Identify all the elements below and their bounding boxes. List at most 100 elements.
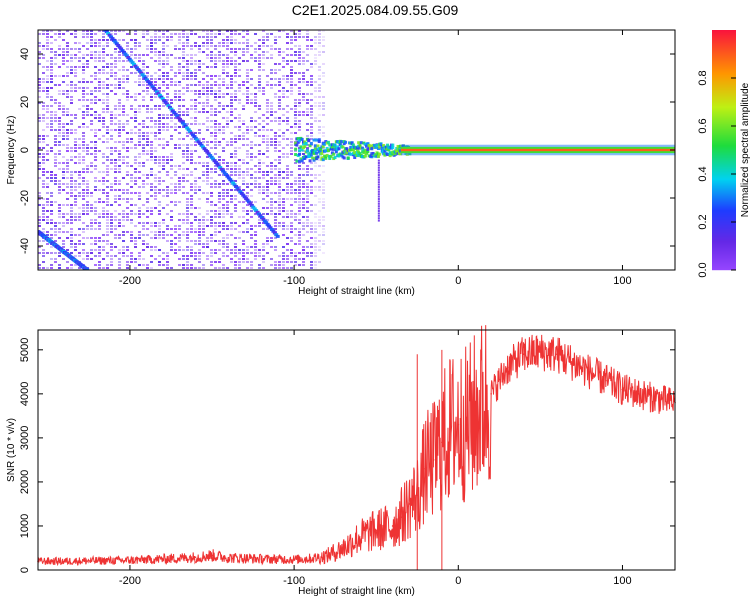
colorbar-segment xyxy=(712,201,736,203)
heatmap-noise-cell xyxy=(310,111,313,113)
heatmap-noise-cell xyxy=(186,111,189,113)
heatmap-noise-cell xyxy=(234,72,237,74)
heatmap-noise-cell xyxy=(286,90,289,92)
snr-point xyxy=(96,559,98,562)
colorbar-segment xyxy=(712,45,736,47)
heatmap-noise-cell xyxy=(222,81,225,83)
heatmap-noise-cell xyxy=(254,177,257,179)
heatmap-noise-cell xyxy=(310,168,313,170)
heatmap-noise-cell xyxy=(178,99,181,101)
heatmap-noise-cell xyxy=(282,198,285,200)
heatmap-noise-cell xyxy=(158,192,161,194)
heatmap-noise-cell xyxy=(122,198,125,200)
heatmap-noise-cell xyxy=(118,114,121,116)
heatmap-diagonal-cell xyxy=(144,78,149,82)
heatmap-noise-cell xyxy=(78,81,81,83)
heatmap-noise-cell xyxy=(198,228,201,230)
heatmap-noise-cell xyxy=(138,138,141,140)
colorbar-segment xyxy=(712,70,736,72)
heatmap-noise-cell xyxy=(62,57,65,59)
heatmap-noise-cell xyxy=(314,117,317,119)
heatmap-noise-cell xyxy=(242,162,245,164)
heatmap-noise-cell xyxy=(290,198,293,200)
heatmap-noise-cell xyxy=(130,138,133,140)
heatmap-x-tick-label: -200 xyxy=(119,275,141,287)
colorbar-segment xyxy=(712,92,736,94)
heatmap-noise-cell xyxy=(110,111,113,113)
heatmap-noise-cell xyxy=(154,72,157,74)
heatmap-carrier-blob-cell xyxy=(371,151,375,155)
heatmap-noise-cell xyxy=(86,114,89,116)
heatmap-noise-cell xyxy=(90,204,93,206)
heatmap-noise-cell xyxy=(206,30,209,32)
heatmap-noise-cell xyxy=(74,255,77,257)
heatmap-noise-cell xyxy=(210,168,213,170)
heatmap-noise-cell xyxy=(134,246,137,248)
heatmap-noise-cell xyxy=(130,258,133,260)
heatmap-noise-cell xyxy=(206,213,209,215)
heatmap-noise-cell xyxy=(126,213,129,215)
heatmap-noise-cell xyxy=(42,30,45,32)
heatmap-noise-cell xyxy=(158,213,161,215)
heatmap-noise-cell xyxy=(70,123,73,125)
heatmap-noise-cell xyxy=(242,201,245,203)
heatmap-noise-cell xyxy=(62,258,65,260)
heatmap-noise-cell xyxy=(94,45,97,47)
heatmap-noise-cell xyxy=(158,144,161,146)
heatmap-noise-cell xyxy=(130,48,133,50)
heatmap-noise-cell xyxy=(190,78,193,80)
colorbar-segment xyxy=(712,75,736,77)
heatmap-noise-cell xyxy=(78,192,81,194)
heatmap-noise-cell xyxy=(182,186,185,188)
heatmap-noise-cell xyxy=(66,222,69,224)
heatmap-noise-cell xyxy=(118,204,121,206)
heatmap-noise-cell xyxy=(78,126,81,128)
heatmap-noise-cell xyxy=(262,54,265,56)
heatmap-noise-cell xyxy=(146,267,149,269)
snr-point xyxy=(555,353,558,356)
heatmap-noise-cell xyxy=(82,117,85,119)
heatmap-noise-cell xyxy=(42,108,45,110)
colorbar-segment xyxy=(712,236,736,238)
heatmap-carrier-blob-cell xyxy=(378,152,382,156)
heatmap-noise-cell xyxy=(134,261,137,263)
heatmap-noise-cell xyxy=(234,156,237,158)
heatmap-noise-cell xyxy=(230,51,233,53)
heatmap-noise-cell xyxy=(222,39,225,41)
heatmap-noise-cell xyxy=(58,144,61,146)
heatmap-carrier-blob-cell xyxy=(294,141,298,145)
heatmap-noise-cell xyxy=(154,51,157,53)
heatmap-noise-cell xyxy=(286,243,289,245)
heatmap-noise-cell xyxy=(102,234,105,236)
heatmap-noise-cell xyxy=(78,207,81,209)
heatmap-noise-cell xyxy=(214,108,217,110)
heatmap-noise-cell xyxy=(246,258,249,260)
heatmap-noise-cell xyxy=(226,93,229,95)
heatmap-noise-cell xyxy=(298,123,301,125)
heatmap-noise-cell xyxy=(130,222,133,224)
heatmap-noise-cell xyxy=(238,42,241,44)
heatmap-noise-cell xyxy=(262,63,265,65)
heatmap-noise-cell xyxy=(266,201,269,203)
heatmap-noise-cell xyxy=(278,189,281,191)
heatmap-noise-cell xyxy=(106,198,109,200)
heatmap-noise-cell xyxy=(246,171,249,173)
heatmap-noise-cell xyxy=(142,54,145,56)
heatmap-noise-cell xyxy=(242,108,245,110)
heatmap-noise-cell xyxy=(54,180,57,182)
heatmap-noise-cell xyxy=(138,84,141,86)
heatmap-noise-cell xyxy=(158,63,161,65)
heatmap-noise-cell xyxy=(74,198,77,200)
heatmap-noise-cell xyxy=(262,177,265,179)
heatmap-noise-cell xyxy=(218,162,221,164)
heatmap-noise-cell xyxy=(70,87,73,89)
heatmap-noise-cell xyxy=(250,57,253,59)
colorbar-segment xyxy=(712,95,736,97)
heatmap-noise-cell xyxy=(94,159,97,161)
heatmap-noise-cell xyxy=(254,132,257,134)
heatmap-noise-cell xyxy=(214,216,217,218)
heatmap-noise-cell xyxy=(138,105,141,107)
heatmap-noise-cell xyxy=(186,219,189,221)
heatmap-noise-cell xyxy=(194,117,197,119)
heatmap-noise-cell xyxy=(194,186,197,188)
